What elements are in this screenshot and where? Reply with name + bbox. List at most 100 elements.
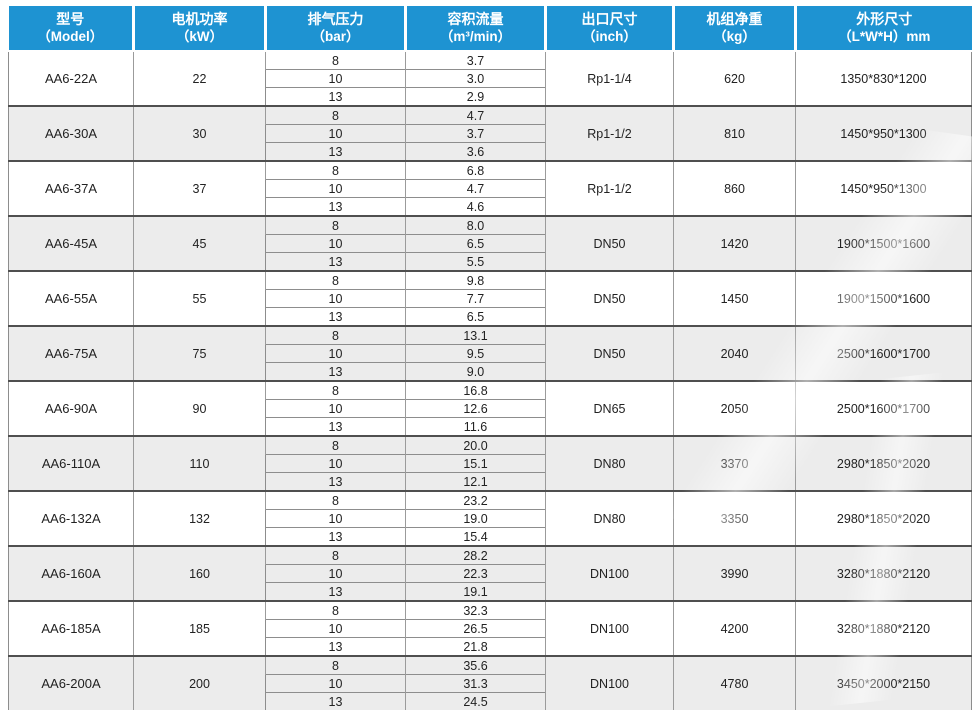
model-cell: AA6-45A	[8, 215, 134, 271]
table-row: AA6-160A 160 8 28.2 DN100 3990 3280*1880*2120	[8, 545, 972, 601]
header-line2: （kW）	[175, 29, 224, 45]
dimensions-cell: 1900*1500*1600	[795, 270, 972, 326]
flow-cell: 3.7	[405, 124, 546, 143]
pressure-cell: 10	[265, 234, 406, 253]
model-cell: AA6-185A	[8, 600, 134, 656]
flow-cell: 13.1	[405, 325, 546, 345]
table-row: AA6-75A 75 8 13.1 DN50 2040 2500*1600*1700	[8, 325, 972, 381]
header-line1: 出口尺寸	[581, 10, 638, 27]
column-header-motor-power: 电机功率 （kW）	[132, 6, 266, 52]
weight-cell: 2050	[673, 380, 796, 436]
pressure-cell: 13	[265, 197, 406, 216]
model-cell: AA6-30A	[8, 105, 134, 161]
table-row: 10 9.5	[9, 344, 972, 363]
outlet-cell: DN65	[545, 380, 674, 436]
weight-cell: 1420	[673, 215, 796, 271]
table-row: 13 19.1	[9, 582, 972, 601]
flow-cell: 12.6	[405, 399, 546, 418]
flow-cell: 28.2	[405, 545, 546, 565]
table-row: 13 15.4	[9, 527, 972, 546]
column-header-model: 型号 （Model）	[8, 6, 134, 52]
flow-cell: 6.8	[405, 160, 546, 180]
table-row: 10 19.0	[9, 509, 972, 528]
flow-cell: 11.6	[405, 417, 546, 436]
flow-cell: 19.1	[405, 582, 546, 601]
table-row: 13 5.5	[9, 252, 972, 271]
flow-cell: 15.1	[405, 454, 546, 473]
table-row: 10 3.7	[9, 124, 972, 143]
pressure-cell: 8	[265, 545, 406, 565]
weight-cell: 860	[673, 160, 796, 216]
table-row: 13 4.6	[9, 197, 972, 216]
outlet-cell: DN100	[545, 600, 674, 656]
dimensions-cell: 3450*2000*2150	[795, 655, 972, 710]
weight-cell: 1450	[673, 270, 796, 326]
pressure-cell: 13	[265, 142, 406, 161]
flow-cell: 12.1	[405, 472, 546, 491]
flow-cell: 9.0	[405, 362, 546, 381]
pressure-cell: 10	[265, 399, 406, 418]
table-row: 13 11.6	[9, 417, 972, 436]
pressure-cell: 10	[265, 509, 406, 528]
table-row: AA6-110A 110 8 20.0 DN80 3370 2980*1850*2020	[8, 435, 972, 491]
table-row: 13 6.5	[9, 307, 972, 326]
power-cell: 75	[133, 325, 266, 381]
header-line1: 型号	[56, 10, 85, 27]
pressure-cell: 13	[265, 417, 406, 436]
table-row: 10 31.3	[9, 674, 972, 693]
weight-cell: 3370	[673, 435, 796, 491]
power-cell: 30	[133, 105, 266, 161]
model-cell: AA6-75A	[8, 325, 134, 381]
pressure-cell: 13	[265, 527, 406, 546]
table-row: AA6-132A 132 8 23.2 DN80 3350 2980*1850*2020	[8, 490, 972, 546]
flow-cell: 35.6	[405, 655, 546, 675]
table-row: AA6-37A 37 8 6.8 Rp1-1/2 860 1450*950*1300	[8, 160, 972, 216]
header-line1: 排气压力	[307, 10, 364, 27]
table-row: 13 21.8	[9, 637, 972, 656]
column-header-dimensions: 外形尺寸 （L*W*H）mm	[794, 6, 972, 52]
pressure-cell: 8	[265, 600, 406, 620]
table-row: AA6-90A 90 8 16.8 DN65 2050 2500*1600*1700	[8, 380, 972, 436]
table-row: 10 4.7	[9, 179, 972, 198]
outlet-cell: DN80	[545, 435, 674, 491]
table-row: 10 12.6	[9, 399, 972, 418]
outlet-cell: DN50	[545, 325, 674, 381]
pressure-cell: 13	[265, 252, 406, 271]
pressure-cell: 10	[265, 454, 406, 473]
model-cell: AA6-110A	[8, 435, 134, 491]
model-cell: AA6-55A	[8, 270, 134, 326]
table-row: 10 22.3	[9, 564, 972, 583]
pressure-cell: 8	[265, 490, 406, 510]
flow-cell: 4.6	[405, 197, 546, 216]
column-header-discharge-pressure: 排气压力 （bar）	[264, 6, 406, 52]
outlet-cell: DN50	[545, 215, 674, 271]
header-row: 型号 （Model） 电机功率 （kW） 排气压力 （bar） 容积流量 （m³…	[8, 6, 972, 52]
flow-cell: 8.0	[405, 215, 546, 235]
column-header-net-weight: 机组净重 （kg）	[672, 6, 796, 52]
pressure-cell: 10	[265, 619, 406, 638]
flow-cell: 9.5	[405, 344, 546, 363]
power-cell: 45	[133, 215, 266, 271]
table-row: AA6-200A 200 8 35.6 DN100 4780 3450*2000*2150	[8, 655, 972, 710]
table-row: AA6-45A 45 8 8.0 DN50 1420 1900*1500*1600	[8, 215, 972, 271]
model-cell: AA6-37A	[8, 160, 134, 216]
dimensions-cell: 2500*1600*1700	[795, 325, 972, 381]
header-line1: 容积流量	[447, 10, 504, 27]
header-line1: 外形尺寸	[856, 10, 913, 27]
power-cell: 160	[133, 545, 266, 601]
flow-cell: 23.2	[405, 490, 546, 510]
table-row: 13 12.1	[9, 472, 972, 491]
weight-cell: 3990	[673, 545, 796, 601]
table-row: AA6-30A 30 8 4.7 Rp1-1/2 810 1450*950*1300	[8, 105, 972, 161]
dimensions-cell: 2980*1850*2020	[795, 490, 972, 546]
dimensions-cell: 3280*1880*2120	[795, 600, 972, 656]
pressure-cell: 13	[265, 362, 406, 381]
pressure-cell: 13	[265, 87, 406, 106]
dimensions-cell: 3280*1880*2120	[795, 545, 972, 601]
flow-cell: 7.7	[405, 289, 546, 308]
power-cell: 55	[133, 270, 266, 326]
pressure-cell: 10	[265, 564, 406, 583]
pressure-cell: 8	[265, 160, 406, 180]
pressure-cell: 8	[265, 105, 406, 125]
dimensions-cell: 2500*1600*1700	[795, 380, 972, 436]
